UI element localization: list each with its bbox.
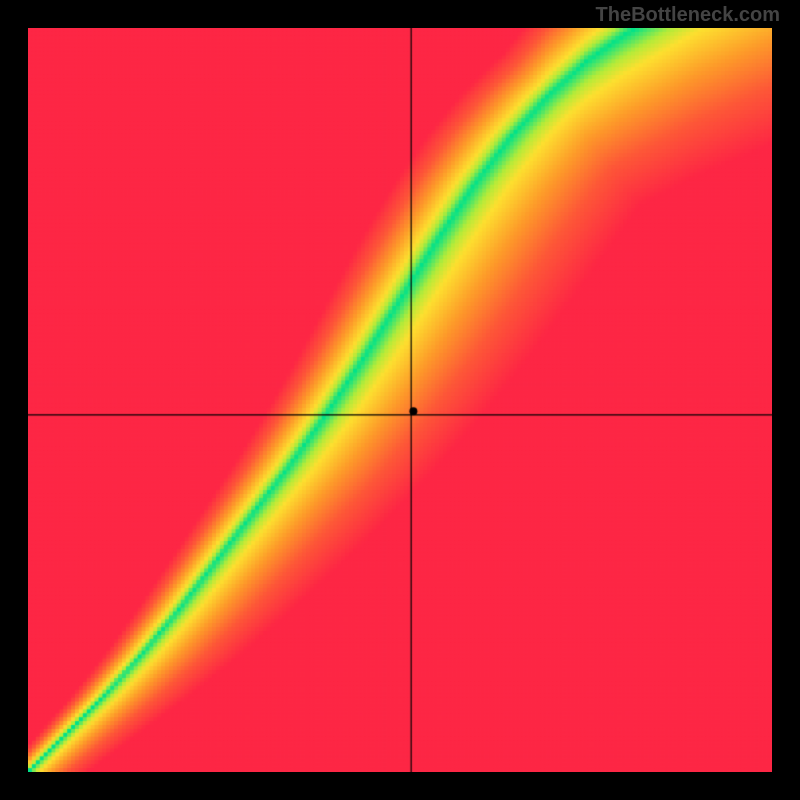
- heatmap-plot: [28, 28, 772, 772]
- heatmap-canvas: [28, 28, 772, 772]
- watermark-text: TheBottleneck.com: [596, 4, 780, 27]
- chart-container: TheBottleneck.com: [0, 0, 800, 800]
